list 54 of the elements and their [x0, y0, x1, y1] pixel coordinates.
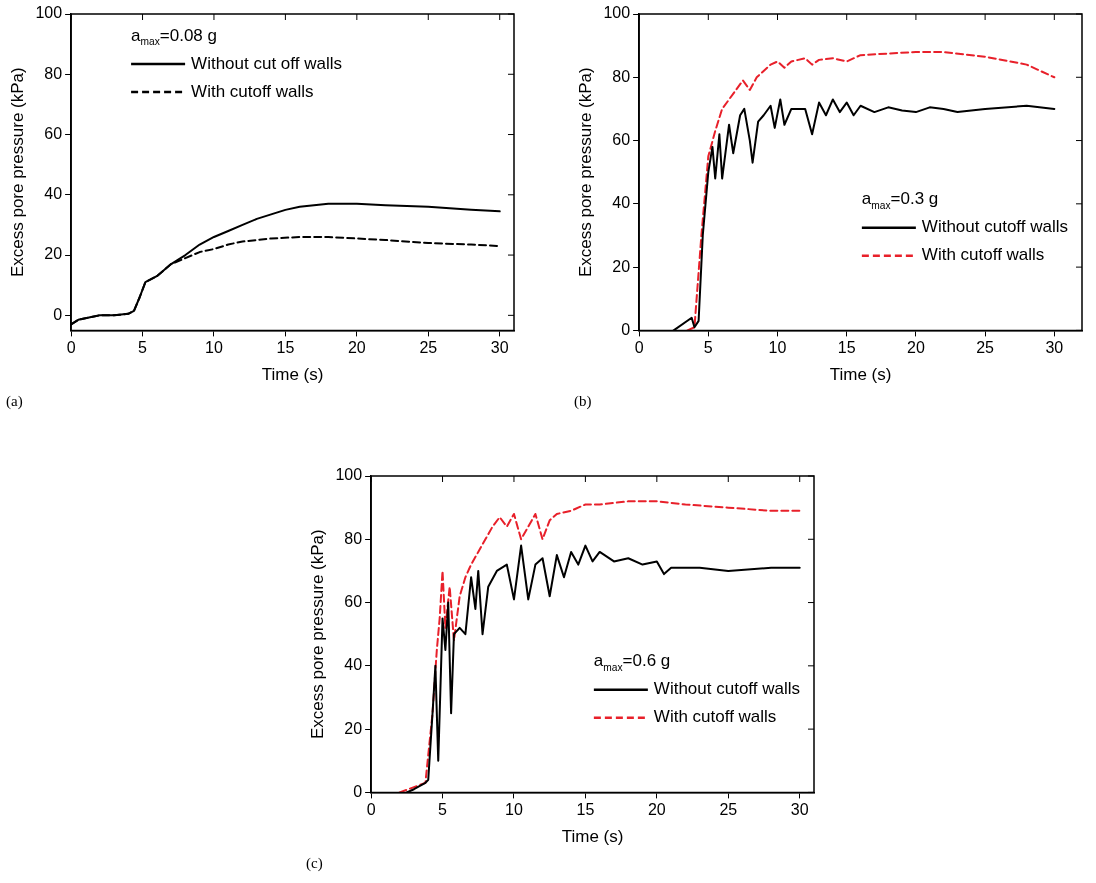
x-tick-label: 5: [438, 801, 448, 819]
x-tick-label: 0: [366, 801, 376, 819]
y-axis-title: Excess pore pressure (kPa): [307, 529, 327, 740]
x-tick-label: 30: [1045, 339, 1064, 357]
line-series: [398, 500, 801, 793]
x-axis-title: Time (s): [561, 827, 624, 847]
y-tick-label: 100: [335, 466, 363, 484]
x-tick-label: 25: [976, 339, 995, 357]
y-tick-label: 20: [344, 719, 363, 737]
text: (a): [6, 393, 23, 410]
x-tick-label: 15: [837, 339, 856, 357]
x-tick-label: 0: [66, 339, 76, 357]
y-tick-label: 40: [44, 185, 63, 203]
x-tick-label: 20: [647, 801, 666, 819]
x-tick-label: 30: [490, 339, 509, 357]
x-axis-title: Time (s): [829, 365, 892, 385]
x-tick-label: 20: [907, 339, 925, 357]
x-tick-label: 0: [634, 339, 644, 357]
y-axis-title: Excess pore pressure (kPa): [7, 67, 27, 278]
y-tick-label: 60: [44, 124, 63, 142]
text: (b): [574, 393, 592, 410]
legend-label: Without cut off walls: [191, 53, 342, 73]
legend-label: Without cutoff walls: [921, 217, 1069, 237]
y-tick-label: 0: [353, 782, 363, 800]
y-tick-label: 80: [612, 67, 631, 85]
y-tick-label: 100: [35, 4, 63, 22]
legend-label: With cutoff walls: [653, 707, 777, 727]
legend-label: With cutoff walls: [191, 81, 314, 101]
x-tick-label: 25: [719, 801, 738, 819]
x-tick-label: 30: [790, 801, 809, 819]
y-tick-label: 20: [44, 245, 63, 263]
y-tick-label: 40: [612, 194, 631, 212]
x-tick-label: 15: [576, 801, 595, 819]
x-tick-label: 5: [703, 339, 713, 357]
y-tick-label: 100: [603, 4, 631, 22]
x-tick-label: 15: [276, 339, 295, 357]
legend-label: Without cutoff walls: [653, 679, 801, 699]
y-tick-label: 60: [344, 592, 363, 610]
x-tick-label: 10: [505, 801, 523, 819]
y-tick-label: 80: [44, 64, 63, 82]
x-tick-label: 10: [768, 339, 787, 357]
legend-label: With cutoff walls: [921, 245, 1045, 265]
y-tick-label: 0: [621, 320, 631, 338]
y-tick-label: 80: [344, 529, 363, 547]
x-tick-label: 5: [138, 339, 148, 357]
x-axis-title: Time (s): [261, 365, 324, 385]
y-tick-label: 0: [53, 305, 63, 323]
y-tick-label: 40: [344, 656, 363, 674]
text: (c): [306, 855, 323, 872]
y-axis-title: Excess pore pressure (kPa): [575, 67, 595, 278]
y-tick-label: 60: [612, 130, 631, 148]
x-tick-label: 10: [205, 339, 223, 357]
x-tick-label: 25: [419, 339, 438, 357]
y-tick-label: 20: [612, 257, 631, 275]
